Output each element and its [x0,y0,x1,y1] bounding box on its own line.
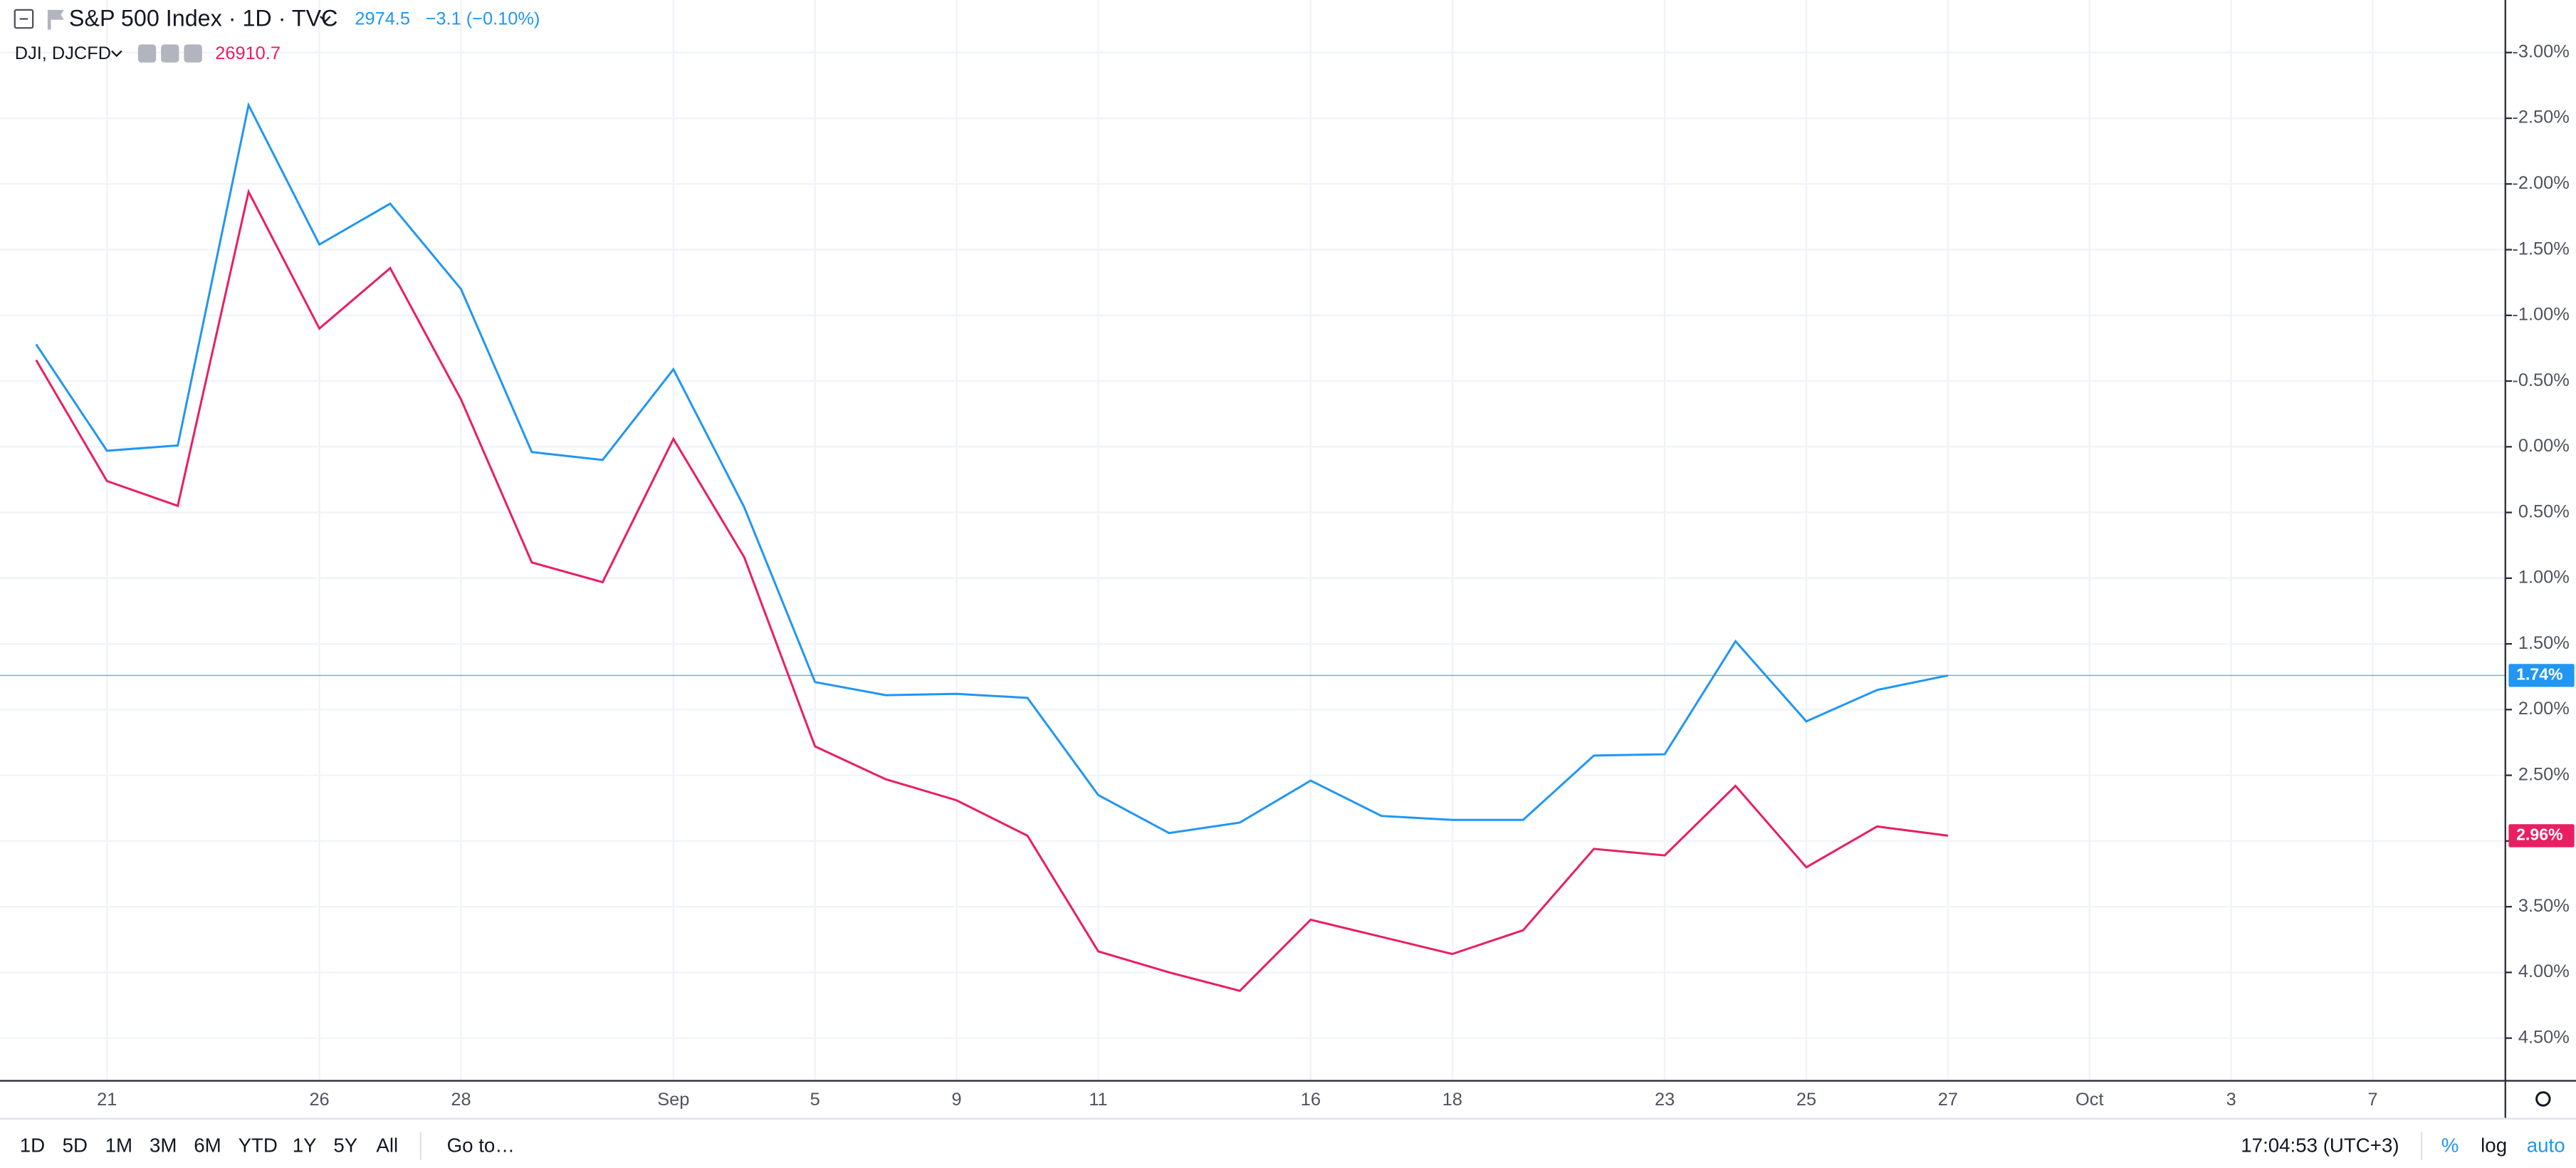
last-value-label: 1.74% [2516,664,2562,683]
x-tick-label: 25 [1796,1090,1816,1110]
range-button[interactable]: 1M [105,1134,132,1156]
dropdown-icon[interactable] [320,16,331,23]
x-tick-label: 5 [810,1090,820,1110]
remove-icon[interactable] [184,44,202,63]
x-tick-label: 27 [1938,1090,1958,1110]
x-tick-label: 28 [451,1090,471,1110]
x-tick-label: 9 [952,1090,962,1110]
axes: -3.00% -2.50% -2.00% -1.50% -1.00% -0.50% 0.00… [97,41,2575,1110]
last-value-badge [2508,824,2575,848]
grid [0,0,2506,1081]
x-tick-label: 16 [1301,1090,1321,1110]
compare-symbol[interactable]: DJI, DJCFD [15,43,111,63]
range-button[interactable]: YTD [239,1134,278,1156]
x-tick-label: 7 [2368,1090,2378,1110]
y-tick-label: 2.00% [2518,699,2570,719]
x-tick-label: Oct [2075,1090,2103,1110]
y-tick-label: 4.50% [2518,1027,2570,1047]
y-tick-label: -3.00% [2512,41,2569,61]
compare-last: 26910.7 [215,43,281,63]
clock: 17:04:53 (UTC+3) [2241,1134,2399,1156]
range-button[interactable]: 1D [20,1134,45,1156]
y-tick-label: -1.50% [2512,239,2569,259]
last-value-badge [2508,664,2575,687]
x-tick-label: Sep [657,1090,689,1110]
settings-gear[interactable] [2535,1091,2551,1107]
y-tick-label: 3.50% [2518,896,2570,916]
y-tick-label: -2.50% [2512,108,2569,127]
range-button[interactable]: All [376,1134,398,1156]
range-button[interactable]: 5D [63,1134,88,1156]
series-line [35,102,1949,835]
y-tick-label: 2.50% [2518,764,2570,784]
last-price: 2974.5 [355,9,410,28]
price-change: −3.1 (−0.10%) [426,9,540,28]
x-tick-label: 23 [1655,1090,1675,1110]
x-tick-label: 11 [1089,1090,1107,1110]
y-tick-label: 0.50% [2518,501,2570,521]
range-button[interactable]: 1Y [293,1134,317,1156]
x-tick-label: 21 [97,1090,117,1110]
dropdown-icon[interactable] [111,50,122,58]
log-toggle[interactable]: log [2481,1134,2507,1156]
symbol-title[interactable]: S&P 500 Index · 1D · TVC [69,5,338,31]
y-tick-label: 4.00% [2518,961,2570,981]
x-tick-label: 3 [2226,1090,2236,1110]
y-tick-label: 1.00% [2518,568,2570,588]
plot [0,102,2506,992]
last-value-label: 2.96% [2516,825,2562,844]
y-tick-label: -0.50% [2512,370,2569,390]
y-tick-label: 0.00% [2518,436,2570,456]
y-tick-label: -2.00% [2512,173,2569,193]
collapse-icon[interactable] [14,9,34,29]
settings-icon[interactable] [161,44,179,63]
x-tick-label: 26 [309,1090,329,1110]
range-buttons: 1D 5D 1M 3M 6M YTD 1Y 5Y All [20,1134,398,1156]
flag-icon [47,9,64,30]
y-tick-label: -1.00% [2512,305,2569,325]
percent-toggle[interactable]: % [2441,1134,2459,1156]
series-line [35,188,1949,992]
x-tick-label: 18 [1443,1090,1462,1110]
range-button[interactable]: 5Y [333,1134,357,1156]
range-button[interactable]: 3M [150,1134,177,1156]
y-tick-label: 1.50% [2518,633,2570,653]
hide-icon[interactable] [137,44,157,63]
goto-button[interactable]: Go to… [447,1134,515,1156]
range-button[interactable]: 6M [194,1134,221,1156]
auto-toggle[interactable]: auto [2527,1134,2565,1156]
